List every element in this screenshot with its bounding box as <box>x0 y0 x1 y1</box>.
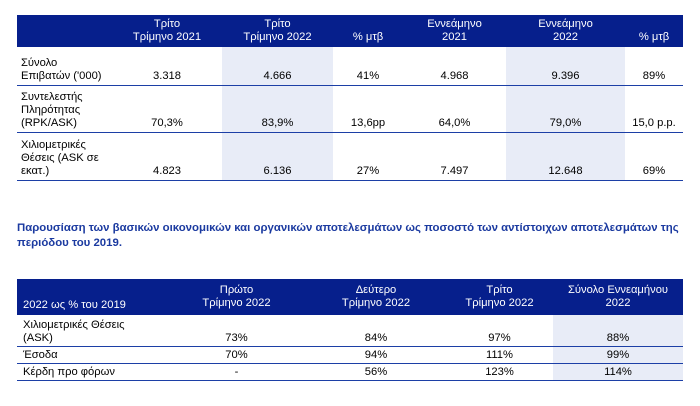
table-cell: 94% <box>364 348 388 361</box>
operating-results-table: Τρίτο Τρίμηνο 2021 Τρίτο Τρίμηνο 2022 % μτ… <box>17 15 683 181</box>
table-cell: 3.318 <box>153 69 181 82</box>
row-label: Συντελεστής Πληρότητας (RPK/ASK) <box>21 90 83 129</box>
table-cell: 6.136 <box>222 132 333 180</box>
row-label: Κέρδη προ φόρων <box>23 365 115 378</box>
table-cell: 13,6pp <box>350 116 386 129</box>
table1-header-cell: Τρίτο Τρίμηνο 2021 <box>112 15 222 47</box>
section-heading: Παρουσίαση των βασικών οικονομικών και ο… <box>17 222 679 249</box>
table-row: Έσοδα 70% 94% 111% 99% <box>17 346 683 363</box>
table1-header-row: Τρίτο Τρίμηνο 2021 Τρίτο Τρίμηνο 2022 % μτ… <box>17 15 683 47</box>
comparison-2019-table: 2022 ως % του 2019 Πρώτο Τρίμηνο 2022 Δεύ… <box>17 279 683 381</box>
table-cell: 15,0 p.p. <box>632 116 676 129</box>
table-cell: 4.968 <box>440 69 469 82</box>
table-cell: 41% <box>356 69 380 82</box>
table-cell: 64,0% <box>438 116 471 129</box>
row-label: Χιλιομετρικές Θέσεις (ASK σε εκατ.) <box>21 138 99 177</box>
table-cell: 12.648 <box>506 132 625 180</box>
table-row: Συντελεστής Πληρότητας (RPK/ASK) 70,3% 83,… <box>17 85 683 132</box>
table-cell: 114% <box>553 363 683 380</box>
table-cell: 111% <box>486 348 513 361</box>
table-cell: 83,9% <box>222 85 333 132</box>
table1-header-cell: Εννεάμηνο 2022 <box>506 15 625 47</box>
table-cell: 9.396 <box>506 47 625 85</box>
table-cell: 69% <box>642 164 666 177</box>
row-label: Σύνολο Επιβατών ('000) <box>21 56 102 82</box>
table-cell: 70,3% <box>151 116 183 129</box>
table-cell: 123% <box>485 365 514 378</box>
table-cell: 56% <box>364 365 388 378</box>
table-cell: 79,0% <box>506 85 625 132</box>
table-cell: 70% <box>225 348 248 361</box>
row-label: Έσοδα <box>23 348 58 361</box>
table-cell: 88% <box>553 315 683 346</box>
table1-header-cell: % μτβ <box>625 15 683 47</box>
table-cell: 4.666 <box>222 47 333 85</box>
table1-header-cell: % μτβ <box>333 15 403 47</box>
table2-header-cell: 2022 ως % του 2019 <box>17 279 167 315</box>
table-cell: 73% <box>225 331 248 344</box>
table2-header-cell: Πρώτο Τρίμηνο 2022 <box>167 279 306 315</box>
row-label: Χιλιομετρικές Θέσεις (ASK) <box>23 318 125 344</box>
table2-header-row: 2022 ως % του 2019 Πρώτο Τρίμηνο 2022 Δεύ… <box>17 279 683 315</box>
table-row: Χιλιομετρικές Θέσεις (ASK σε εκατ.) 4.823 … <box>17 132 683 180</box>
table-cell: 4.823 <box>153 164 181 177</box>
table2-header-cell: Σύνολο Εννεαμήνου 2022 <box>553 279 683 315</box>
table-row: Κέρδη προ φόρων - 56% 123% 114% <box>17 363 683 380</box>
table1-header-cell <box>17 15 112 47</box>
table1-header-cell: Εννεάμηνο 2021 <box>403 15 506 47</box>
table1-header-cell: Τρίτο Τρίμηνο 2022 <box>222 15 333 47</box>
table-cell: 7.497 <box>440 164 469 177</box>
table2-header-cell: Δεύτερο Τρίμηνο 2022 <box>306 279 446 315</box>
table-cell: - <box>234 365 239 378</box>
table-cell: 89% <box>642 69 666 82</box>
table2-header-cell: Τρίτο Τρίμηνο 2022 <box>446 279 553 315</box>
table-row: Σύνολο Επιβατών ('000) 3.318 4.666 41% 4.… <box>17 47 683 85</box>
table-cell: 84% <box>364 331 388 344</box>
table-row: Χιλιομετρικές Θέσεις (ASK) 73% 84% 97% 88… <box>17 315 683 346</box>
table-cell: 97% <box>488 331 511 344</box>
table-cell: 27% <box>356 164 380 177</box>
table-cell: 99% <box>553 346 683 363</box>
